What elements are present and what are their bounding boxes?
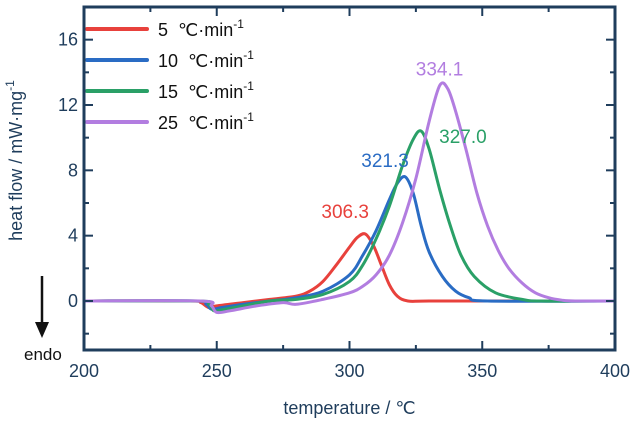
- legend-label-10: 10 ℃·min-1: [158, 48, 254, 71]
- peak-label-5: 306.3: [321, 202, 369, 223]
- x-tick-label: 350: [467, 361, 497, 381]
- y-tick-label: 16: [58, 30, 78, 50]
- y-tick-label: 12: [58, 95, 78, 115]
- peak-label-10: 321.3: [361, 151, 409, 172]
- x-tick-label: 300: [334, 361, 364, 381]
- series-line-25: [84, 81, 615, 315]
- y-tick-label: 4: [68, 226, 78, 246]
- x-tick-label: 250: [202, 361, 232, 381]
- legend-label-25: 25 ℃·min-1: [158, 110, 254, 133]
- y-tick-label: 0: [68, 291, 78, 311]
- legend-label-5: 5 ℃·min-1: [158, 17, 244, 40]
- series-line-10: [84, 175, 615, 311]
- series-group: [84, 81, 615, 315]
- series-line-15: [84, 129, 615, 313]
- legend-label-15: 15 ℃·min-1: [158, 79, 254, 102]
- x-tick-label: 400: [600, 361, 630, 381]
- endo-label: endo: [24, 345, 62, 364]
- y-tick-label: 8: [68, 160, 78, 180]
- x-axis-title: temperature / ℃: [283, 398, 415, 418]
- peak-label-25: 334.1: [416, 59, 464, 80]
- x-tick-label: 200: [69, 361, 99, 381]
- peak-label-15: 327.0: [439, 127, 487, 148]
- series-line-5: [84, 232, 615, 310]
- endo-arrow-icon: [35, 322, 49, 338]
- y-axis-title: heat flow / mW·mg-1: [3, 80, 26, 241]
